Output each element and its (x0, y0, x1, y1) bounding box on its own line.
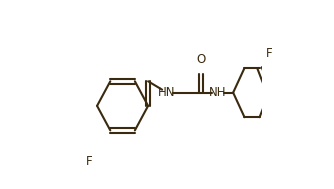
Text: HN: HN (158, 86, 176, 99)
Text: O: O (196, 53, 206, 66)
Text: NH: NH (209, 86, 227, 99)
Text: F: F (266, 47, 273, 60)
Text: F: F (86, 155, 93, 168)
